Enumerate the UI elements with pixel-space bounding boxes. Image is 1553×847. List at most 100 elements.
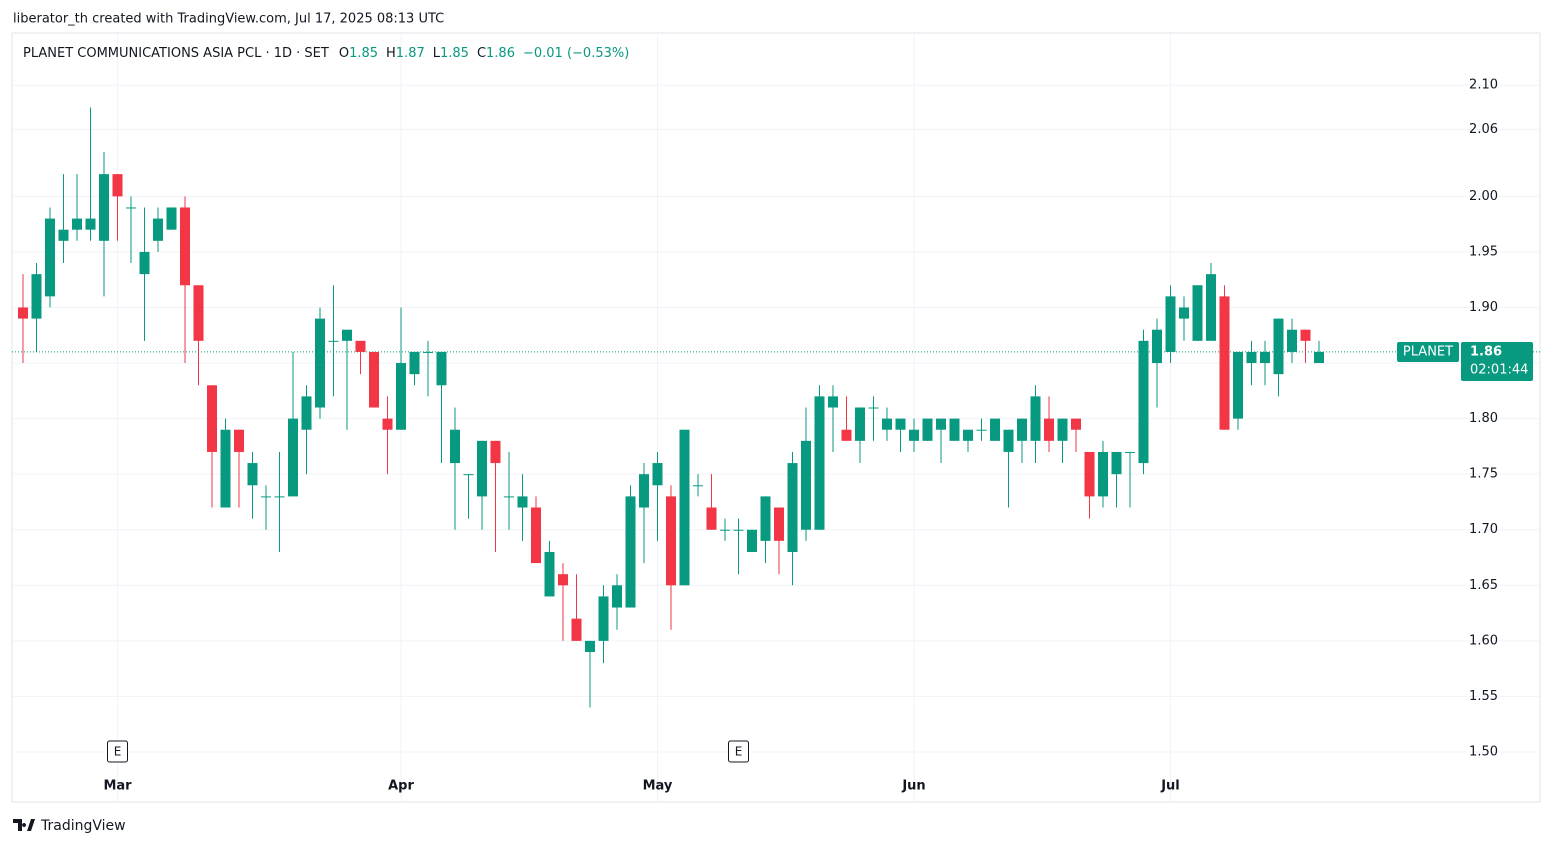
- legend-value: 1.85: [349, 46, 378, 61]
- price-tag: [1461, 342, 1533, 381]
- candle-body: [639, 474, 649, 508]
- candle: [760, 496, 771, 564]
- y-tick-label: 1.95: [1469, 244, 1498, 259]
- candle-body: [774, 507, 784, 541]
- candle: [369, 351, 379, 408]
- candle-body: [733, 529, 744, 531]
- candle-body: [990, 418, 1000, 441]
- candle: [139, 207, 150, 341]
- legend-change: −0.01 (−0.53%): [523, 46, 629, 61]
- candle-body: [544, 551, 555, 597]
- candle: [558, 563, 568, 641]
- candle: [409, 351, 420, 386]
- candle: [436, 351, 447, 464]
- candle: [733, 518, 744, 575]
- candle-body: [1233, 351, 1243, 419]
- candle-body: [436, 351, 447, 386]
- candle: [855, 407, 865, 464]
- candle-body: [747, 529, 757, 552]
- candle-body: [963, 429, 973, 441]
- candle-body: [1246, 351, 1257, 364]
- brand-name: TradingView: [40, 818, 126, 834]
- candle-body: [612, 585, 622, 608]
- candle: [45, 207, 55, 308]
- candle: [342, 329, 352, 430]
- event-label: E: [735, 745, 743, 759]
- x-tick-label: May: [643, 779, 673, 794]
- candle-body: [207, 385, 217, 452]
- candle-body: [369, 351, 379, 408]
- y-tick-label: 1.50: [1469, 744, 1498, 759]
- candle: [1071, 418, 1081, 452]
- candle: [585, 640, 595, 708]
- candle: [85, 107, 96, 241]
- candle: [895, 418, 906, 452]
- y-tick-label: 1.75: [1469, 467, 1498, 482]
- candle: [1138, 329, 1149, 475]
- credit: liberator_th created with TradingView.co…: [13, 12, 444, 27]
- candle-body: [409, 351, 420, 375]
- candle-body: [1044, 418, 1054, 441]
- candle: [247, 451, 258, 519]
- candle: [625, 485, 636, 608]
- candle-body: [625, 496, 636, 608]
- candle-body: [706, 507, 717, 530]
- candle: [31, 263, 42, 352]
- candle-body: [31, 274, 42, 319]
- candle: [531, 496, 541, 564]
- candle-body: [18, 307, 28, 319]
- candle: [423, 340, 433, 397]
- candle: [679, 429, 690, 586]
- candle: [517, 474, 528, 541]
- y-tick-label: 2.06: [1469, 122, 1498, 137]
- candle: [1260, 340, 1270, 386]
- candle: [18, 274, 28, 364]
- candle: [274, 451, 285, 552]
- candle-body: [909, 429, 919, 441]
- candle-body: [1219, 296, 1230, 430]
- candle: [787, 451, 798, 586]
- candle-body: [355, 340, 366, 352]
- candle: [706, 474, 717, 530]
- y-tick-label: 1.65: [1469, 578, 1498, 593]
- candle: [1287, 318, 1297, 364]
- candle: [490, 440, 501, 552]
- candle: [207, 385, 217, 508]
- candle: [126, 196, 136, 264]
- candle: [1057, 418, 1068, 464]
- legend-key: O: [339, 46, 349, 61]
- candle-body: [85, 218, 96, 230]
- candle: [477, 440, 487, 530]
- candle-body: [1300, 329, 1311, 341]
- candle: [1300, 329, 1311, 364]
- y-tick-label: 1.55: [1469, 689, 1498, 704]
- candle: [1044, 396, 1054, 452]
- candle: [1017, 418, 1027, 464]
- candle-body: [1098, 451, 1108, 497]
- candle-body: [1138, 340, 1149, 464]
- candle-body: [868, 407, 879, 409]
- candle-body: [1273, 318, 1284, 375]
- candle-body: [45, 218, 55, 297]
- x-tick-label: Mar: [103, 779, 132, 794]
- candle-body: [1071, 418, 1081, 430]
- legend-key: C: [477, 46, 486, 61]
- candle-body: [72, 218, 82, 230]
- candle: [504, 451, 514, 530]
- candle-body: [1057, 418, 1068, 441]
- candle-body: [220, 429, 231, 508]
- candle-body: [247, 463, 258, 486]
- candle-body: [571, 618, 582, 641]
- candle: [976, 418, 987, 441]
- candle-body: [490, 440, 501, 464]
- candle-body: [477, 440, 487, 497]
- candle: [747, 529, 757, 552]
- brand-logo: [13, 819, 35, 831]
- candle-body: [261, 496, 271, 498]
- candle: [666, 485, 676, 630]
- candle: [99, 151, 109, 297]
- y-tick-label: 1.70: [1469, 522, 1498, 537]
- candle: [463, 474, 474, 519]
- candle: [72, 174, 82, 241]
- candle-body: [855, 407, 865, 441]
